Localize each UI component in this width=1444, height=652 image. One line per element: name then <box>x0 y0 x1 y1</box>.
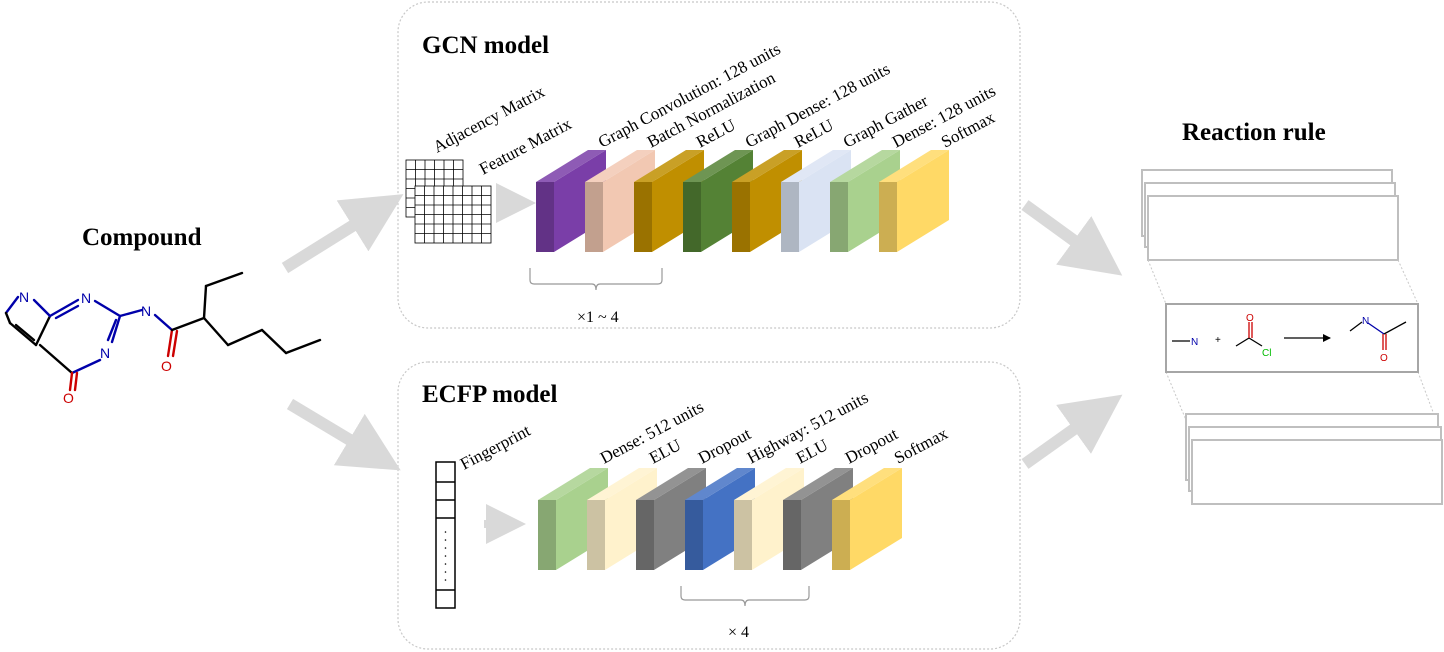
gcn-layer-4-top <box>683 150 753 182</box>
arrow-ecfp-to-rule <box>1021 394 1123 469</box>
ecfp-layer-1-front <box>538 500 556 570</box>
ecfp-layer-7-top <box>832 468 902 500</box>
product-n: N <box>1362 316 1369 327</box>
gcn-layer-7-front <box>830 182 848 252</box>
ecfp-layer-7 <box>832 468 902 570</box>
gcn-layer-8-top <box>879 150 949 182</box>
ecfp-layer-5-top <box>734 468 804 500</box>
plus-sign: + <box>1215 335 1221 346</box>
ecfp-layer-4-top <box>685 468 755 500</box>
ecfp-layer-3-front <box>636 500 654 570</box>
arrow-compound-to-ecfp <box>286 398 401 471</box>
reaction-rule-title: Reaction rule <box>1182 119 1326 146</box>
ecfp-layer-6-top <box>783 468 853 500</box>
ecfp-layer-1-top <box>538 468 608 500</box>
fingerprint-ellipsis <box>444 531 447 581</box>
atom-o1: O <box>63 390 74 406</box>
reactant-n: N <box>1191 337 1198 348</box>
reaction-scheme <box>1172 321 1407 350</box>
reaction-atom-labels: N + O Cl N O <box>1191 313 1388 364</box>
atom-n3: N <box>100 345 110 361</box>
gcn-layer-2-front <box>585 182 603 252</box>
compound-structure <box>4 271 322 392</box>
gcn-layer-8-side <box>897 150 949 252</box>
gcn-title: GCN model <box>422 32 549 59</box>
atom-n4: N <box>141 303 151 319</box>
ecfp-bracket <box>680 586 810 607</box>
gcn-repeat-label: ×1 ~ 4 <box>577 309 619 326</box>
arrow-compound-to-gcn <box>281 194 404 274</box>
gcn-layer-8-front <box>879 182 897 252</box>
fingerprint-label: Fingerprint <box>457 421 534 474</box>
gcn-input-matrices <box>405 159 492 244</box>
gcn-layer-6-front <box>781 182 799 252</box>
ecfp-title: ECFP model <box>422 381 557 408</box>
gcn-layer-1-front <box>536 182 554 252</box>
reactant-cl: Cl <box>1262 348 1271 359</box>
atom-o2: O <box>161 358 172 374</box>
gcn-layer-1-top <box>536 150 606 182</box>
ecfp-panel <box>397 361 1021 650</box>
ecfp-layer-3-label: Dropout <box>695 424 754 468</box>
compound-atom-labels: N N N N O O <box>19 289 172 406</box>
ecfp-layer-6-front <box>783 500 801 570</box>
gcn-layer-4-front <box>683 182 701 252</box>
gcn-layer-6-top <box>781 150 851 182</box>
gcn-layer-5-front <box>732 182 750 252</box>
ecfp-layer-5-front <box>734 500 752 570</box>
ecfp-layer-4-front <box>685 500 703 570</box>
reaction-rule-stack <box>1141 169 1443 505</box>
atom-n1: N <box>19 289 29 305</box>
fingerprint-vector <box>435 461 456 609</box>
atom-n2: N <box>81 290 91 306</box>
flow-arrows <box>281 183 1123 544</box>
gcn-layer-2-top <box>585 150 655 182</box>
reactant-o: O <box>1246 313 1254 324</box>
ecfp-layer-7-side <box>850 468 902 570</box>
ecfp-repeat-label: × 4 <box>728 624 749 641</box>
gcn-layer-7-top <box>830 150 900 182</box>
ecfp-layer-2-front <box>587 500 605 570</box>
arrow-gcn-to-rule <box>1021 200 1123 276</box>
gcn-panel <box>397 1 1021 329</box>
ecfp-layer-7-label: Softmax <box>891 423 951 467</box>
ecfp-layer-6-label: Dropout <box>842 424 901 468</box>
gcn-layer-8 <box>879 150 949 252</box>
product-o: O <box>1380 353 1388 364</box>
ecfp-layer-3-top <box>636 468 706 500</box>
feature-matrix <box>414 185 492 244</box>
gcn-layer-3-top <box>634 150 704 182</box>
gcn-bracket <box>529 268 663 291</box>
gcn-layer-3-front <box>634 182 652 252</box>
ecfp-layer-2-top <box>587 468 657 500</box>
ecfp-layer-7-front <box>832 500 850 570</box>
compound-title: Compound <box>82 224 202 251</box>
gcn-layer-5-top <box>732 150 802 182</box>
